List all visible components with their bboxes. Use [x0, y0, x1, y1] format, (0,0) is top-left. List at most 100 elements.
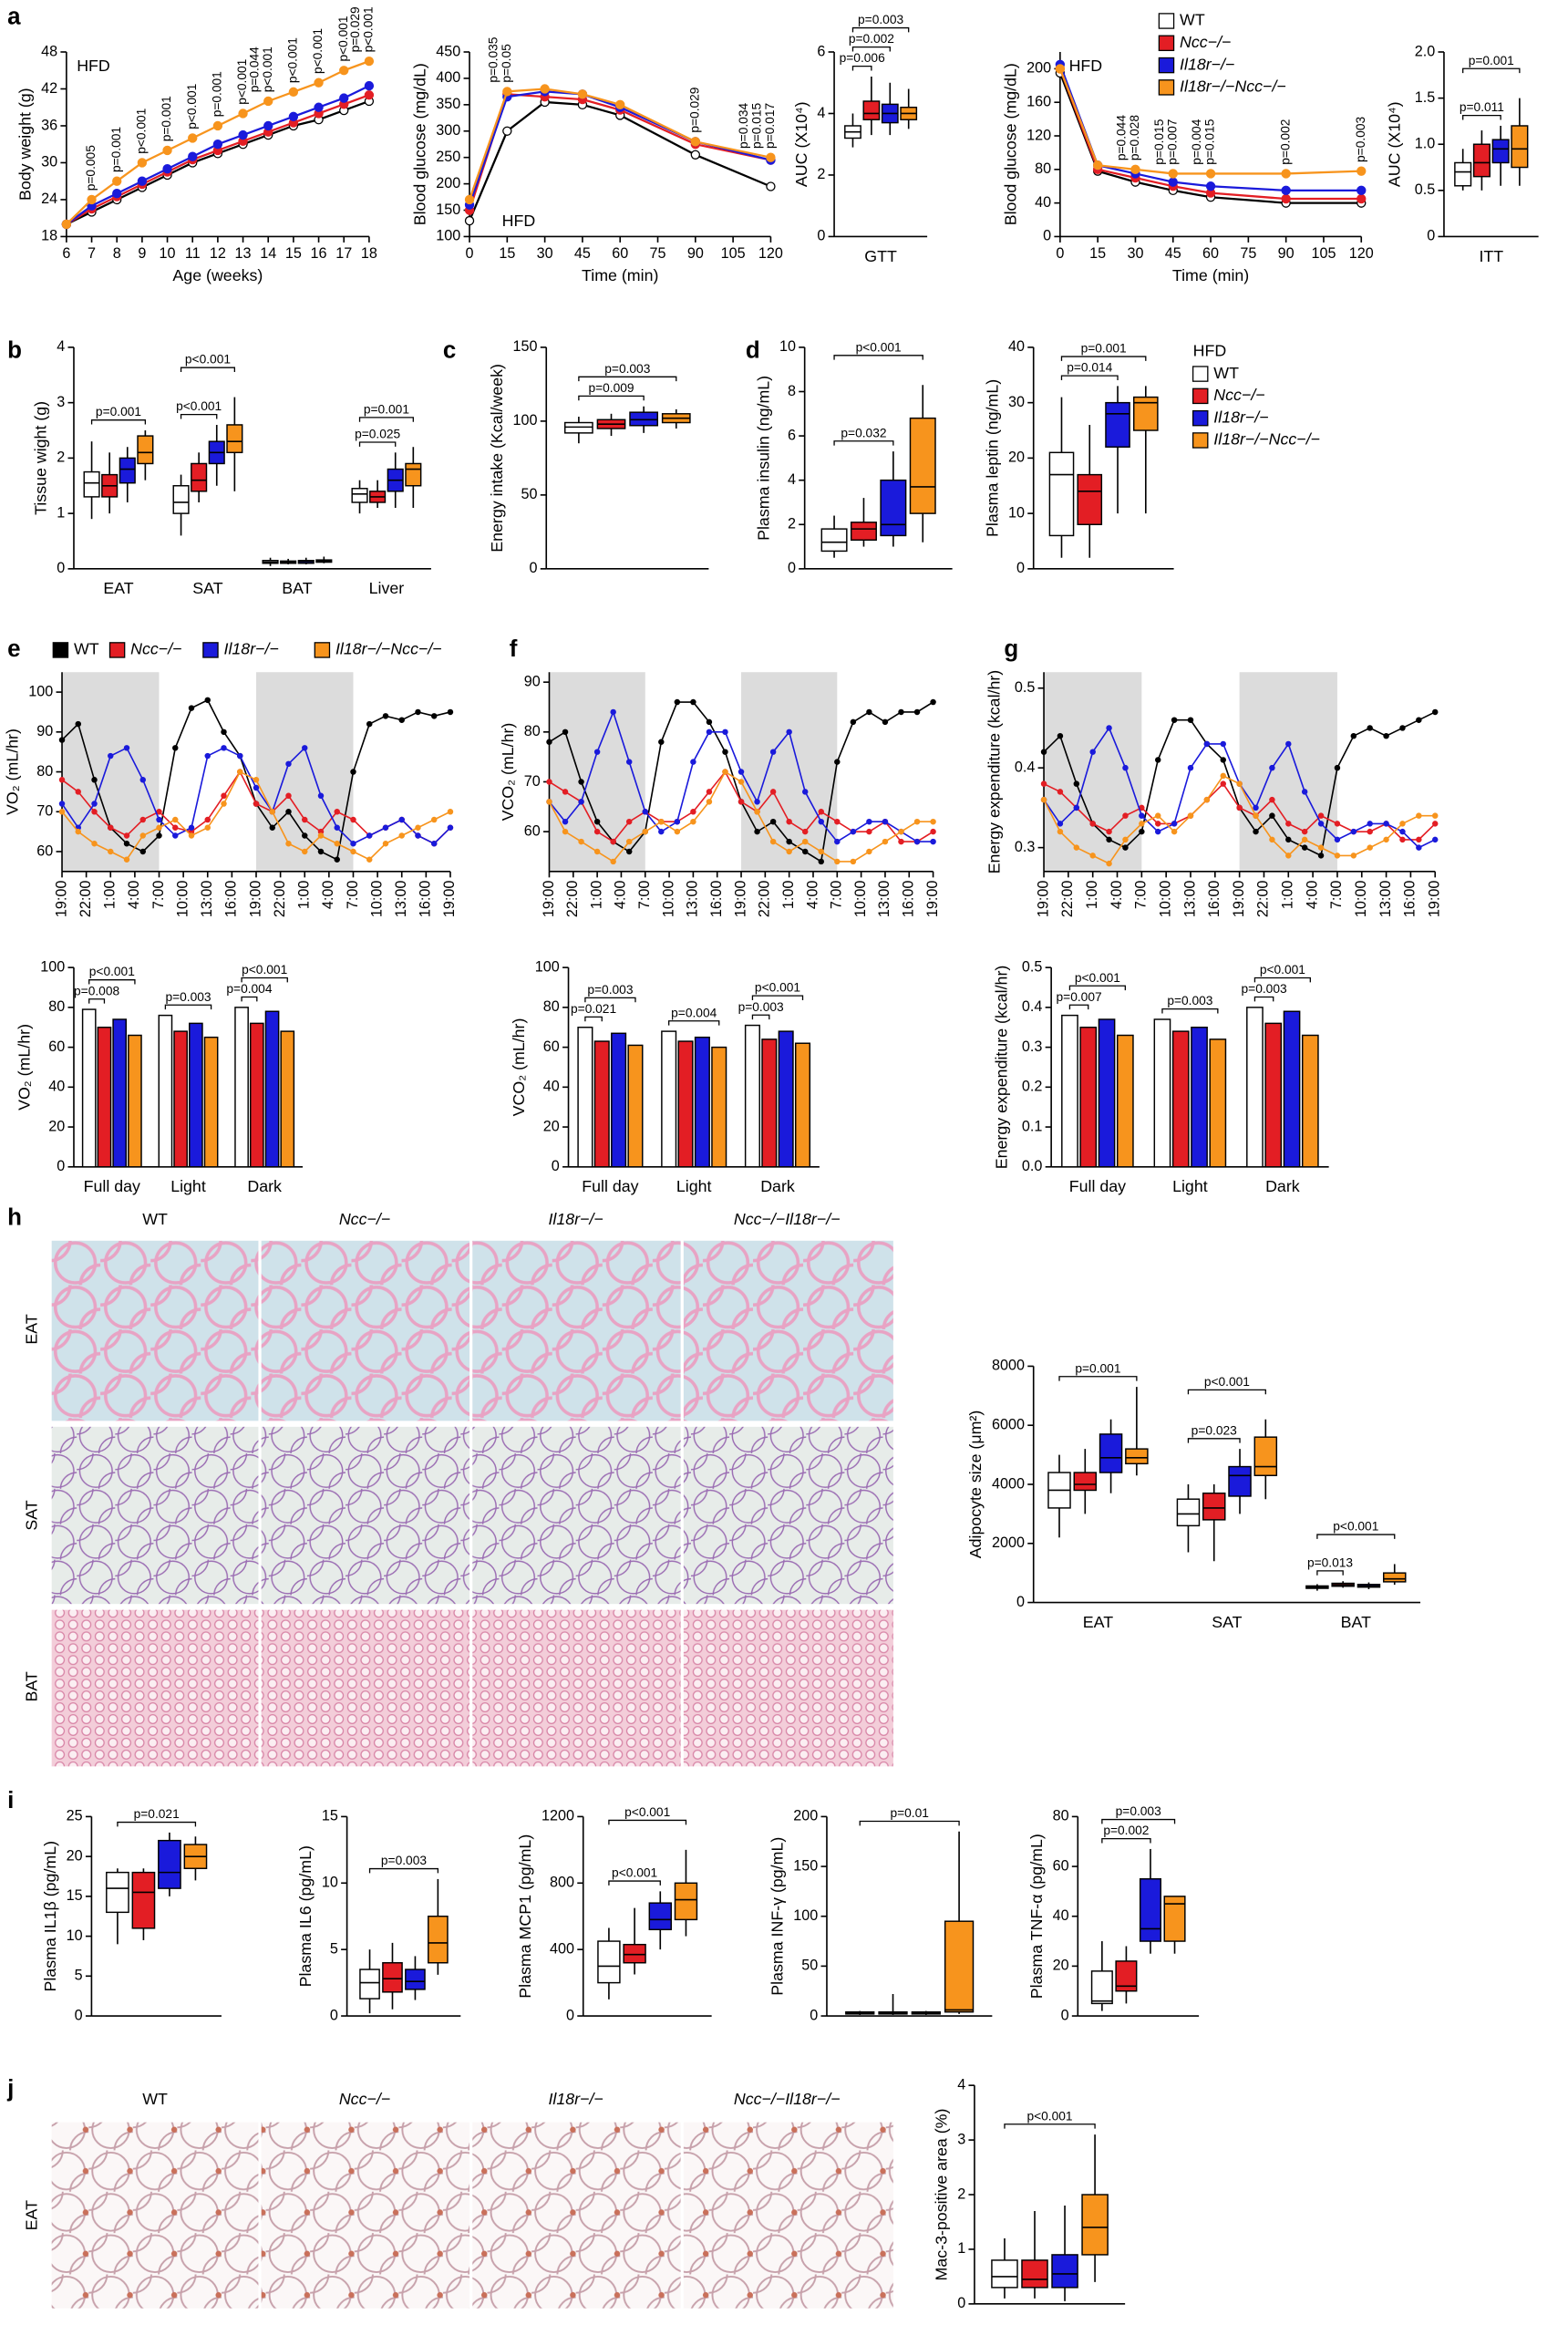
box [191, 462, 208, 492]
point [546, 779, 552, 785]
y-tick-label: 40 [543, 1079, 560, 1095]
y-tick-label: 0 [1427, 228, 1435, 244]
dark-phase [62, 672, 160, 872]
p-value: p=0.029 [687, 88, 701, 133]
y-tick-label: 80 [1053, 1808, 1069, 1824]
point [1317, 821, 1325, 827]
bracket [1253, 976, 1311, 983]
point [1236, 804, 1243, 811]
point [75, 828, 82, 835]
box [119, 457, 136, 484]
legend-swatch [108, 642, 126, 658]
point [562, 818, 569, 825]
x-tick-label: 16:00 [418, 881, 434, 918]
x-tick-label: 7:00 [829, 881, 845, 910]
x-tick-label: Light [676, 1177, 712, 1195]
y-tick-label: 24 [41, 191, 57, 207]
y-tick-label: 100 [28, 683, 53, 699]
y-tick-label: 0.5 [1022, 958, 1043, 975]
y-tick-label: 60 [524, 822, 541, 839]
legend-swatch [1191, 409, 1209, 427]
point [302, 848, 308, 855]
bar [203, 1036, 219, 1168]
point [593, 818, 601, 825]
point [786, 728, 792, 736]
point [1301, 828, 1308, 835]
micrograph [261, 1240, 470, 1421]
x-tick-label: 13:00 [1377, 881, 1394, 918]
point [269, 824, 275, 832]
p-value: p<0.001 [185, 353, 231, 367]
point [1334, 836, 1341, 843]
x-tick-label: 1:00 [1280, 881, 1296, 910]
y-tick-label: 0 [957, 2295, 965, 2311]
point [754, 809, 760, 815]
x-tick-label: 19:00 [924, 881, 941, 918]
x-tick-label: 19:00 [1035, 881, 1051, 918]
point [237, 752, 243, 760]
point [162, 145, 172, 156]
bracket [751, 1014, 770, 1020]
point [1122, 812, 1129, 819]
point [1057, 732, 1064, 739]
bracket [358, 441, 397, 447]
point [1253, 812, 1259, 819]
point [1089, 852, 1096, 859]
p-value: p=0.003 [381, 1854, 427, 1867]
point [188, 133, 198, 143]
p-value: p=0.001 [364, 402, 409, 416]
bracket [358, 417, 414, 422]
x-tick-label: 4:00 [1304, 881, 1320, 910]
bar [711, 1046, 727, 1168]
point [1106, 725, 1112, 731]
point [464, 194, 475, 205]
x-tick-label: 19:00 [247, 881, 263, 918]
point [722, 749, 728, 755]
point [75, 789, 82, 795]
y-tick-label: 42 [41, 80, 57, 97]
micrograph [472, 1609, 681, 1767]
point [786, 848, 792, 855]
bar [280, 1030, 295, 1168]
box [1472, 143, 1491, 178]
y-tick-label: 100 [436, 228, 460, 244]
p-value: p<0.001 [1026, 2109, 1072, 2123]
point [738, 769, 745, 775]
legend-title: HFD [1193, 341, 1227, 359]
point [642, 809, 648, 815]
point [350, 848, 356, 855]
bar [627, 1044, 644, 1168]
bracket [180, 367, 235, 373]
p-value: p=0.002 [849, 32, 894, 46]
point [866, 708, 872, 716]
box [1125, 1448, 1149, 1465]
box [1383, 1572, 1407, 1583]
y-axis-label: VO₂ (mL/hr) [15, 1024, 34, 1111]
y-tick-label: 0.3 [1022, 1038, 1043, 1055]
y-tick-label: 10 [322, 1875, 338, 1891]
point [58, 809, 66, 815]
point [850, 718, 857, 726]
bracket [1068, 985, 1126, 991]
x-tick-label: 16:00 [708, 881, 725, 918]
y-tick-label: 150 [513, 338, 538, 355]
p-value: p=0.032 [841, 426, 886, 439]
p-value: p<0.001 [856, 340, 902, 354]
x-tick-label: 22:00 [77, 881, 94, 918]
x-tick-label: 105 [1311, 245, 1336, 262]
box [674, 1882, 698, 1921]
y-axis-label: Energy intake (Kcal/week) [488, 364, 506, 553]
x-tick-label: 10:00 [1157, 881, 1173, 918]
point [625, 848, 633, 855]
point [288, 111, 299, 122]
point [1285, 852, 1292, 859]
point [1171, 828, 1178, 835]
y-tick-label: 1.0 [1415, 136, 1436, 152]
point [1317, 852, 1325, 859]
point [238, 129, 248, 140]
p-value: p=0.014 [1067, 361, 1112, 375]
x-tick-label: 10 [160, 245, 176, 262]
x-tick-label: 19:00 [1231, 881, 1247, 918]
point [786, 838, 792, 845]
p-value: p<0.001 [1260, 963, 1305, 976]
